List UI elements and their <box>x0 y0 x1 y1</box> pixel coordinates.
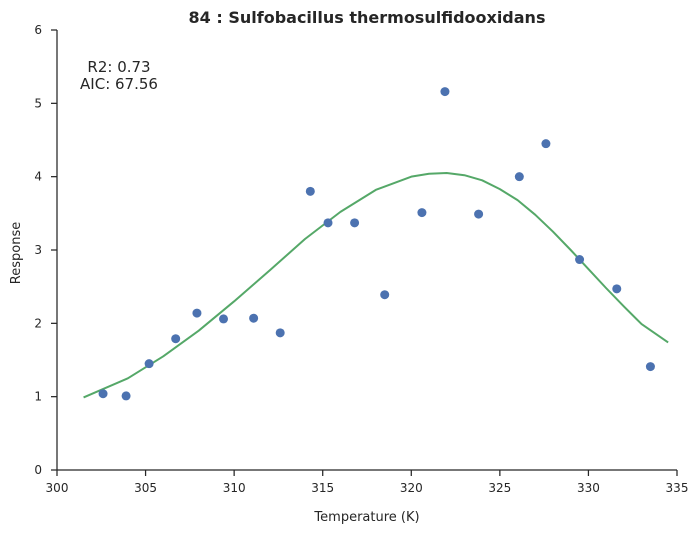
fit-line <box>83 172 669 399</box>
y-axis-label: Response <box>9 222 24 284</box>
chart-title: 84 : Sulfobacillus thermosulfidooxidans <box>189 8 546 27</box>
x-tick-label: 300 <box>46 481 69 495</box>
data-point <box>380 290 390 300</box>
y-tick-label: 3 <box>34 243 42 257</box>
data-point <box>249 313 259 323</box>
r2-annotation: R2: 0.73 <box>87 58 150 76</box>
data-point <box>514 172 524 182</box>
data-point <box>121 391 131 401</box>
data-point <box>171 334 181 344</box>
scatter-points-layer <box>98 87 655 401</box>
x-tick-label: 305 <box>134 481 157 495</box>
data-point <box>645 362 655 372</box>
data-point <box>98 389 108 399</box>
data-point <box>219 314 229 324</box>
x-tick-label: 330 <box>577 481 600 495</box>
x-tick-label: 320 <box>400 481 423 495</box>
y-tick-label: 6 <box>34 23 42 37</box>
y-tick-label: 1 <box>34 390 42 404</box>
x-axis-label: Temperature (K) <box>313 510 419 525</box>
x-tick-label: 315 <box>311 481 334 495</box>
x-tick-label: 325 <box>488 481 511 495</box>
aic-annotation: AIC: 67.56 <box>80 75 158 93</box>
data-point <box>474 209 484 219</box>
data-point <box>541 139 551 149</box>
data-point <box>305 186 315 196</box>
data-point <box>417 208 427 218</box>
y-tick-label: 0 <box>34 463 42 477</box>
y-tick-label: 4 <box>34 170 42 184</box>
data-point <box>350 218 360 228</box>
data-point <box>323 218 333 228</box>
data-point <box>612 284 622 294</box>
x-ticks: 300 305 310 315 320 325 330 335 <box>46 470 689 495</box>
data-point <box>575 255 585 265</box>
data-point <box>192 308 202 318</box>
fit-annotations: R2: 0.73 AIC: 67.56 <box>80 58 158 93</box>
y-tick-label: 2 <box>34 316 42 330</box>
x-tick-label: 310 <box>223 481 246 495</box>
x-tick-label: 335 <box>666 481 689 495</box>
data-point <box>144 359 154 369</box>
data-point <box>275 328 285 338</box>
axes <box>56 30 677 471</box>
y-ticks: 0 1 2 3 4 5 6 <box>34 23 57 477</box>
y-tick-label: 5 <box>34 96 42 110</box>
data-point <box>440 87 450 97</box>
fit-line-layer <box>83 172 669 399</box>
